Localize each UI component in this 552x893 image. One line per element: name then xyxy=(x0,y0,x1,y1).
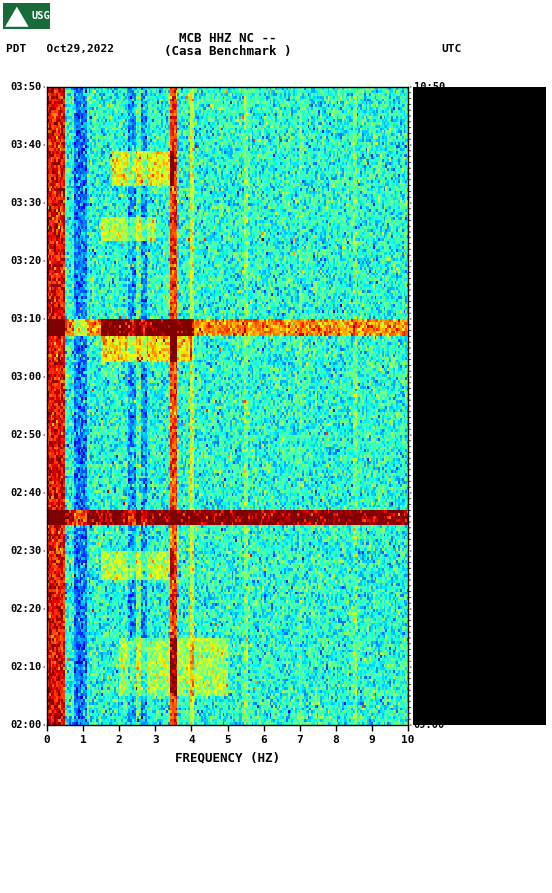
Text: USGS: USGS xyxy=(32,11,57,21)
Text: 02:00: 02:00 xyxy=(10,720,41,730)
Polygon shape xyxy=(5,6,29,27)
Text: 10:20: 10:20 xyxy=(413,256,445,266)
Text: 03:30: 03:30 xyxy=(10,198,41,208)
Text: 09:10: 09:10 xyxy=(413,662,445,672)
Text: 09:50: 09:50 xyxy=(413,430,445,440)
Text: 03:50: 03:50 xyxy=(10,82,41,92)
Text: 03:40: 03:40 xyxy=(10,140,41,150)
Text: 03:00: 03:00 xyxy=(10,372,41,382)
Text: 10:00: 10:00 xyxy=(413,372,445,382)
Text: (Casa Benchmark ): (Casa Benchmark ) xyxy=(164,46,291,58)
Text: MCB HHZ NC --: MCB HHZ NC -- xyxy=(179,32,276,45)
X-axis label: FREQUENCY (HZ): FREQUENCY (HZ) xyxy=(175,751,280,764)
Text: 10:10: 10:10 xyxy=(413,314,445,324)
Text: 02:30: 02:30 xyxy=(10,546,41,556)
Text: 09:30: 09:30 xyxy=(413,546,445,556)
Text: 10:50: 10:50 xyxy=(413,82,445,92)
Text: 02:50: 02:50 xyxy=(10,430,41,440)
Text: UTC: UTC xyxy=(442,44,462,54)
Text: 02:20: 02:20 xyxy=(10,604,41,614)
Text: 03:10: 03:10 xyxy=(10,314,41,324)
Text: 02:40: 02:40 xyxy=(10,488,41,498)
Text: 03:20: 03:20 xyxy=(10,256,41,266)
Text: 10:30: 10:30 xyxy=(413,198,445,208)
Text: 09:20: 09:20 xyxy=(413,604,445,614)
Text: 10:40: 10:40 xyxy=(413,140,445,150)
Text: PDT   Oct29,2022: PDT Oct29,2022 xyxy=(6,44,114,54)
Text: 09:40: 09:40 xyxy=(413,488,445,498)
Text: 09:00: 09:00 xyxy=(413,720,445,730)
Text: 02:10: 02:10 xyxy=(10,662,41,672)
